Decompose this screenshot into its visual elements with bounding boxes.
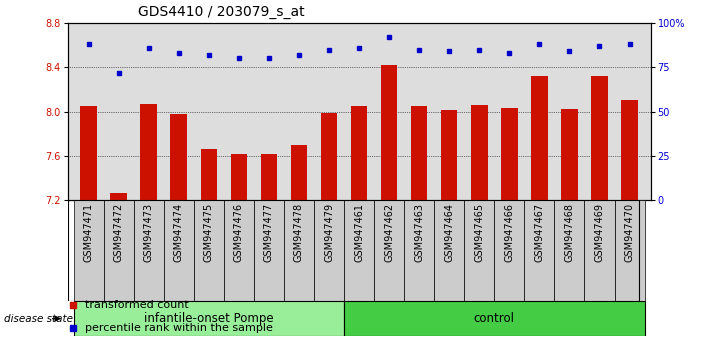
Bar — [614, 200, 645, 301]
Bar — [104, 200, 134, 301]
Text: GSM947465: GSM947465 — [474, 203, 484, 262]
Text: percentile rank within the sample: percentile rank within the sample — [85, 323, 273, 333]
Bar — [441, 110, 457, 200]
Bar — [344, 200, 374, 301]
Text: GSM947467: GSM947467 — [535, 203, 545, 262]
Bar — [254, 200, 284, 301]
Bar — [141, 104, 157, 200]
Bar — [261, 154, 277, 200]
Bar — [80, 106, 97, 200]
Bar — [471, 105, 488, 200]
Bar — [434, 200, 464, 301]
Text: GSM947463: GSM947463 — [415, 203, 424, 262]
Text: GSM947470: GSM947470 — [624, 203, 634, 262]
Bar — [344, 301, 645, 336]
Bar — [321, 113, 337, 200]
Text: GSM947474: GSM947474 — [173, 203, 183, 262]
Bar — [224, 200, 254, 301]
Bar — [110, 193, 127, 200]
Bar — [164, 200, 194, 301]
Bar — [73, 200, 104, 301]
Bar — [411, 106, 427, 200]
Bar — [171, 114, 187, 200]
Bar — [351, 106, 368, 200]
Bar — [201, 149, 217, 200]
Bar — [524, 200, 555, 301]
Text: GSM947476: GSM947476 — [234, 203, 244, 262]
Bar — [531, 76, 547, 200]
Text: transformed count: transformed count — [85, 300, 189, 310]
Text: GDS4410 / 203079_s_at: GDS4410 / 203079_s_at — [137, 5, 304, 19]
Text: infantile-onset Pompe: infantile-onset Pompe — [144, 312, 274, 325]
Text: GSM947473: GSM947473 — [144, 203, 154, 262]
Bar — [584, 200, 614, 301]
Text: GSM947477: GSM947477 — [264, 203, 274, 262]
Bar — [464, 200, 494, 301]
Text: GSM947464: GSM947464 — [444, 203, 454, 262]
Bar — [134, 200, 164, 301]
Text: GSM947466: GSM947466 — [504, 203, 514, 262]
Text: GSM947462: GSM947462 — [384, 203, 394, 262]
Bar — [494, 200, 524, 301]
Text: disease state: disease state — [4, 314, 73, 324]
Bar — [291, 145, 307, 200]
Bar — [381, 65, 397, 200]
Bar — [194, 200, 224, 301]
Text: GSM947469: GSM947469 — [594, 203, 604, 262]
Text: GSM947478: GSM947478 — [294, 203, 304, 262]
Bar — [501, 108, 518, 200]
Bar — [374, 200, 404, 301]
Text: GSM947461: GSM947461 — [354, 203, 364, 262]
Text: GSM947472: GSM947472 — [114, 203, 124, 262]
Bar — [314, 200, 344, 301]
Bar — [621, 101, 638, 200]
Bar — [555, 200, 584, 301]
Bar — [230, 154, 247, 200]
Text: control: control — [474, 312, 515, 325]
Text: GSM947479: GSM947479 — [324, 203, 334, 262]
Bar — [73, 301, 344, 336]
Text: GSM947475: GSM947475 — [204, 203, 214, 262]
Bar — [561, 109, 578, 200]
Bar — [284, 200, 314, 301]
Bar — [592, 76, 608, 200]
Text: GSM947471: GSM947471 — [84, 203, 94, 262]
Bar — [404, 200, 434, 301]
Text: GSM947468: GSM947468 — [565, 203, 574, 262]
